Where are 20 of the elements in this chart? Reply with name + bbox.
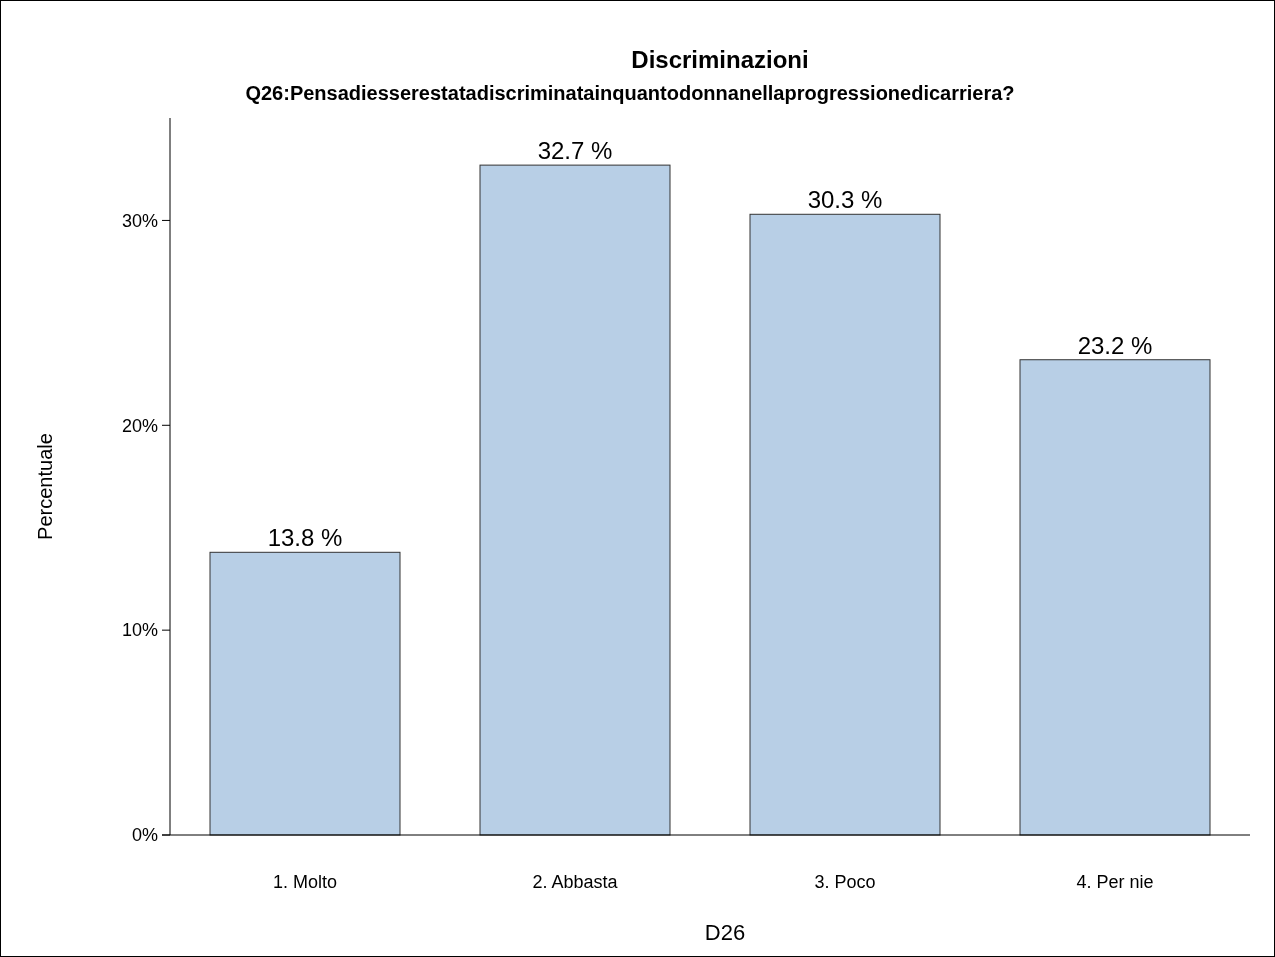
data-label: 13.8 % [267, 524, 343, 552]
chart-subtitle: Q26:Pensadiesserestatadiscriminatainquantodonnanellaprogressionedicarriera? [245, 82, 1015, 104]
y-tick-label: 30% [121, 210, 158, 231]
x-tick-label: 3. Poco [814, 872, 876, 892]
y-tick-label: 0% [131, 825, 158, 846]
data-label: 32.7 % [537, 137, 613, 165]
bar [479, 164, 671, 836]
y-axis-title: Percentuale [34, 433, 56, 540]
data-label: 23.2 % [1077, 331, 1153, 359]
y-tick-label: 20% [121, 415, 158, 436]
data-label: 30.3 % [807, 186, 883, 214]
chart-title: Discriminazioni [631, 46, 809, 73]
bar [209, 551, 401, 836]
bar [749, 213, 941, 836]
x-axis-title: D26 [704, 920, 746, 945]
y-tick-label: 10% [121, 620, 158, 641]
x-tick-label: 4. Per nie [1076, 872, 1154, 892]
x-tick-label: 1. Molto [272, 872, 338, 892]
bar [1019, 359, 1211, 836]
x-tick-label: 2. Abbasta [532, 872, 619, 892]
